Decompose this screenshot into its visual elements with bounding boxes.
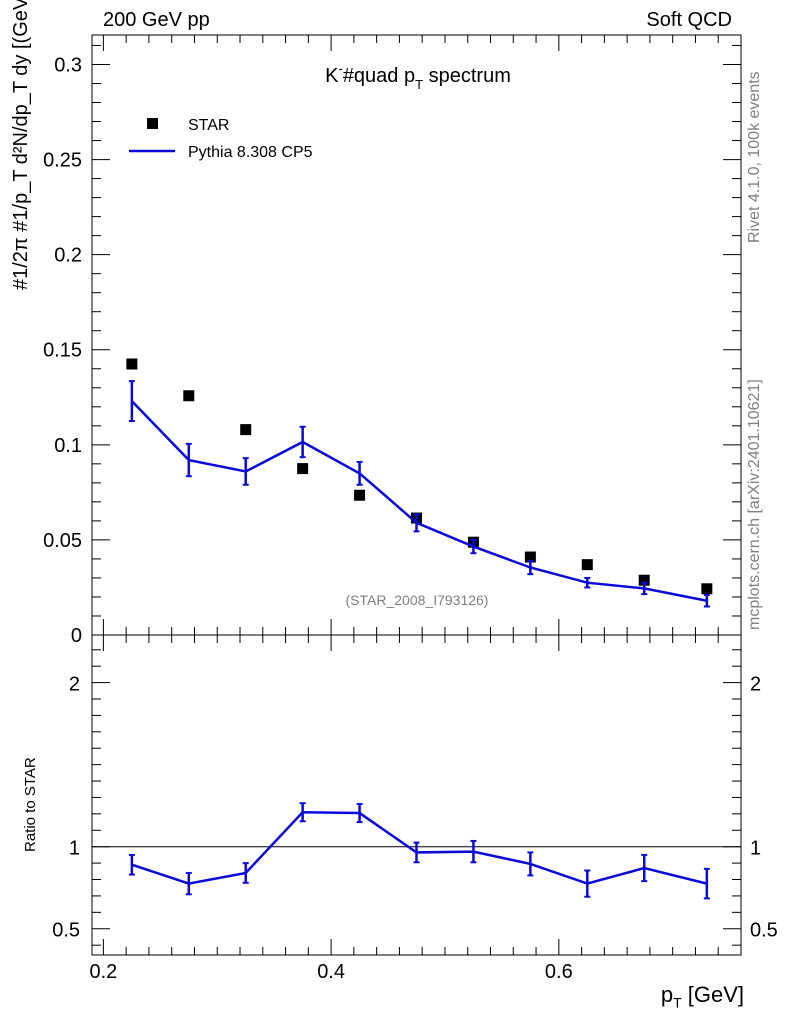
ratio-y-tick-label-right: 2: [750, 674, 761, 696]
pythia-line: [130, 400, 708, 602]
star-data-point: [581, 559, 593, 571]
main-y-tick-label: 0.05: [43, 530, 82, 552]
legend-pythia-label: Pythia 8.308 CP5: [188, 144, 313, 161]
x-tick-label: 0.6: [545, 961, 573, 983]
ratio-panel-frame: [91, 634, 742, 956]
star-data-point: [354, 489, 366, 501]
legend-star-marker: [147, 118, 158, 129]
main-y-tick-label: 0.3: [54, 54, 82, 76]
ratio-line: [131, 810, 708, 885]
main-y-tick-label: 0: [71, 625, 82, 647]
main-y-tick-label: 0.15: [43, 340, 82, 362]
ratio-y-tick-label-left: 0.5: [52, 920, 80, 942]
star-data-point: [638, 574, 650, 586]
x-axis-label: pT [GeV]: [661, 982, 744, 1010]
x-axis-label-end: [GeV]: [681, 982, 744, 1007]
x-axis-label-sub: T: [673, 994, 682, 1011]
ratio-y-tick-label-left: 2: [69, 674, 80, 696]
main-chart-title: K-#quad pT spectrum: [325, 61, 511, 92]
main-y-tick-label: 0.25: [43, 150, 82, 172]
star-data-point: [240, 424, 252, 436]
star-data-point: [701, 583, 713, 595]
legend-star-label: STAR: [188, 117, 229, 134]
star-data-point: [297, 463, 309, 475]
header-left-label: 200 GeV pp: [103, 9, 210, 31]
header-right-label: Soft QCD: [646, 9, 732, 31]
ratio-y-tick-label-left: 1: [69, 838, 80, 860]
title-mid: #quad p: [343, 65, 415, 87]
ratio-y-tick-label-right: 0.5: [750, 920, 778, 942]
x-tick-label: 0.4: [317, 961, 345, 983]
title-end: spectrum: [423, 65, 511, 87]
title-subscript: T: [415, 77, 423, 92]
star-data-point: [183, 390, 195, 402]
title-k: K: [325, 65, 339, 87]
analysis-watermark: (STAR_2008_I793126): [346, 592, 489, 608]
main-y-tick-label: 0.1: [54, 435, 82, 457]
x-tick-label: 0.2: [89, 961, 117, 983]
x-axis-label-p: p: [660, 982, 674, 1007]
title-k-superscript: -: [338, 61, 342, 76]
star-data-point: [524, 551, 536, 563]
ratio-y-tick-label-right: 1: [750, 838, 761, 860]
main-y-tick-label: 0.2: [54, 245, 82, 267]
star-data-point: [126, 358, 138, 370]
legend: STAR Pythia 8.308 CP5: [129, 117, 313, 161]
